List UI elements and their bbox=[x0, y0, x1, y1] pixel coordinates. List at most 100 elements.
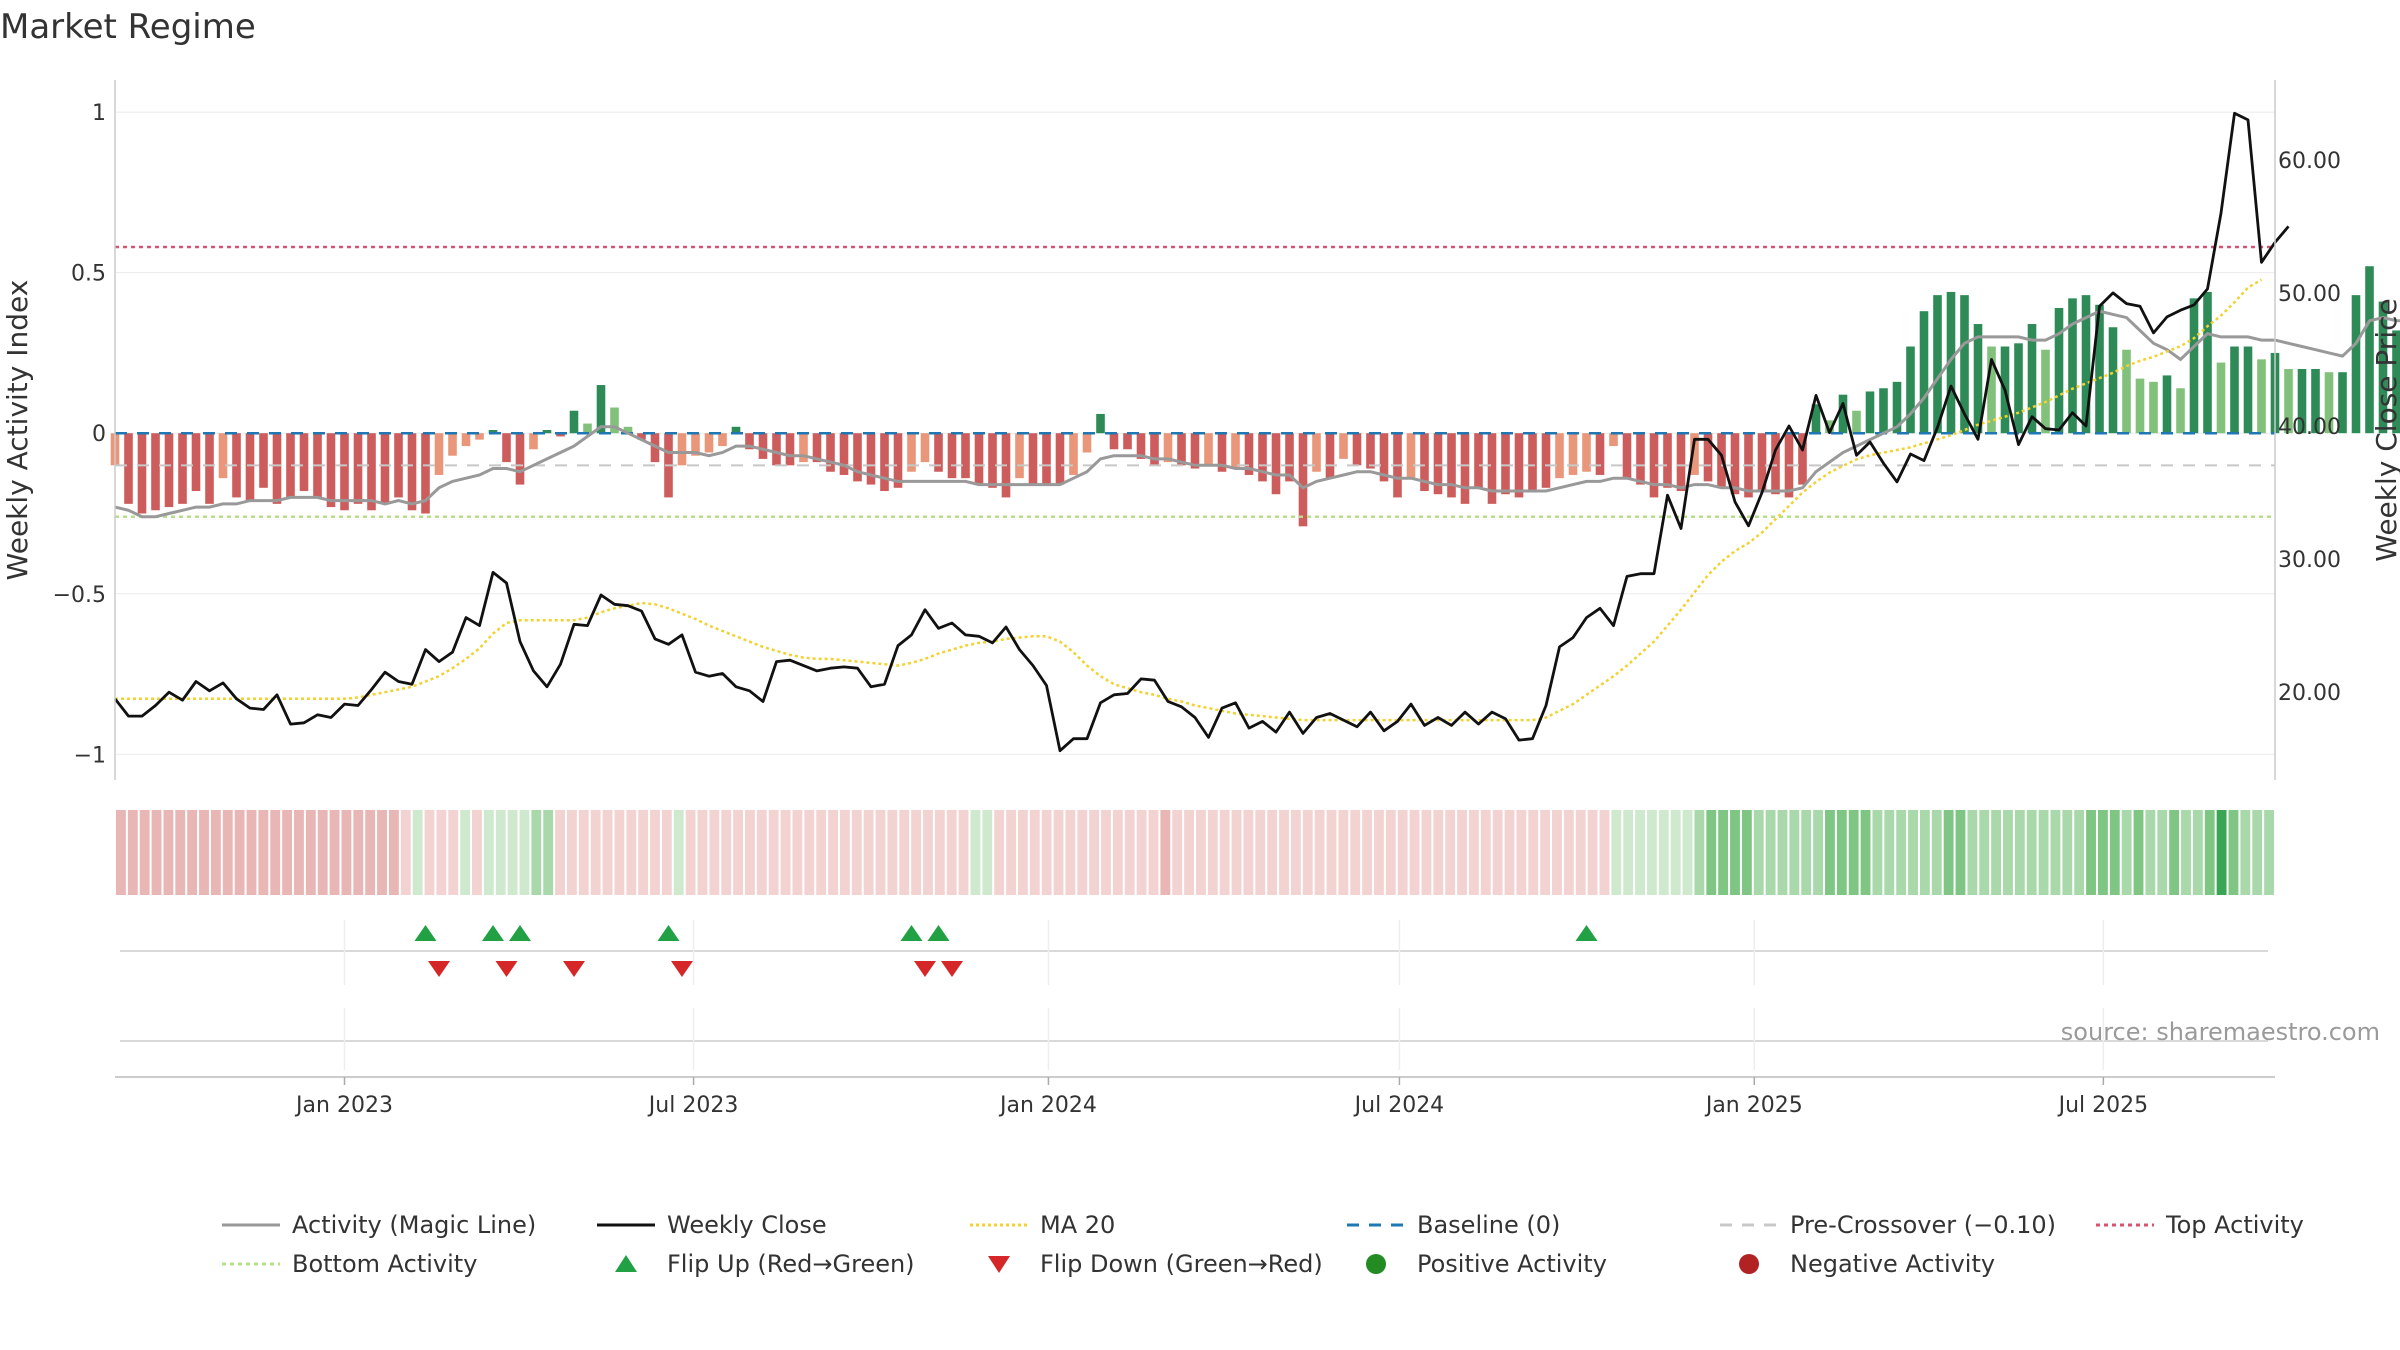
activity-bar bbox=[178, 433, 187, 504]
legend-item-precross: Pre-Crossover (−0.10) bbox=[1720, 1211, 2056, 1239]
regime-strip-cell bbox=[1326, 810, 1337, 895]
activity-bar bbox=[1460, 433, 1470, 504]
regime-strip-cell bbox=[733, 810, 744, 895]
regime-strip-cell bbox=[163, 810, 174, 895]
activity-bar bbox=[1717, 433, 1726, 488]
regime-strip-cell bbox=[2157, 810, 2168, 895]
activity-bar bbox=[1690, 433, 1699, 475]
activity-bar bbox=[596, 385, 606, 434]
regime-strip-cell bbox=[851, 810, 862, 895]
regime-strip-cell bbox=[1350, 810, 1361, 895]
legend-item-close: Weekly Close bbox=[597, 1211, 827, 1239]
regime-strip-cell bbox=[875, 810, 886, 895]
activity-bar bbox=[434, 433, 444, 475]
regime-strip-cell bbox=[1101, 810, 1111, 895]
activity-bar bbox=[961, 433, 970, 479]
regime-strip-cell bbox=[495, 810, 506, 895]
regime-strip-cell bbox=[1825, 810, 1835, 895]
activity-bar bbox=[1582, 433, 1591, 472]
regime-strip-cell bbox=[317, 810, 328, 895]
legend-label: Positive Activity bbox=[1417, 1250, 1607, 1278]
regime-strip-cell bbox=[1136, 810, 1147, 895]
legend-label: Top Activity bbox=[2165, 1211, 2304, 1239]
regime-strip-cell bbox=[1836, 810, 1847, 895]
legend-label: Pre-Crossover (−0.10) bbox=[1790, 1211, 2056, 1239]
legend-swatch bbox=[615, 1255, 637, 1272]
activity-bar bbox=[758, 433, 768, 459]
activity-bar bbox=[839, 433, 849, 475]
regime-strip-cell bbox=[1196, 810, 1206, 895]
activity-bar bbox=[475, 433, 484, 440]
activity-bar bbox=[1406, 433, 1416, 479]
regime-strip-cell bbox=[1041, 810, 1052, 895]
regime-strip-cell bbox=[2181, 810, 2191, 895]
regime-strip-cell bbox=[1480, 810, 1491, 895]
regime-strip-cell bbox=[1599, 810, 1610, 895]
activity-bar bbox=[1987, 346, 1996, 434]
regime-strip-cell bbox=[353, 810, 364, 895]
chart-title: Market Regime bbox=[0, 7, 256, 47]
regime-strip-cell bbox=[1255, 810, 1266, 895]
legend-label: Bottom Activity bbox=[292, 1250, 477, 1278]
x-tick-label: Jan 2025 bbox=[1704, 1093, 1803, 1118]
axes bbox=[114, 80, 2276, 780]
activity-bar bbox=[637, 433, 646, 440]
activity-bar bbox=[731, 426, 741, 434]
activity-bar bbox=[1339, 433, 1348, 459]
regime-strip-cell bbox=[1658, 810, 1669, 895]
activity-bar bbox=[326, 433, 336, 508]
regime-strip-cell bbox=[1374, 810, 1384, 895]
regime-strip-cell bbox=[1219, 810, 1230, 895]
activity-bar bbox=[1609, 433, 1618, 447]
activity-bar bbox=[218, 433, 228, 479]
regime-strip-cell bbox=[1623, 810, 1634, 895]
activity-bar bbox=[1568, 433, 1578, 475]
left-tick-label: −1 bbox=[74, 743, 106, 768]
regime-strip-cell bbox=[1635, 810, 1645, 895]
activity-bar bbox=[1420, 433, 1429, 492]
regime-strip-cell bbox=[1575, 810, 1586, 895]
activity-bar bbox=[1757, 433, 1767, 492]
activity-bar bbox=[1595, 433, 1605, 475]
activity-bar bbox=[1244, 433, 1254, 475]
regime-strip-cell bbox=[436, 810, 447, 895]
regime-strip-cell bbox=[709, 810, 720, 895]
activity-bar bbox=[1069, 433, 1078, 475]
regime-strip-cell bbox=[412, 810, 423, 895]
activity-bar bbox=[785, 433, 795, 466]
flip-down-marker bbox=[428, 961, 450, 977]
regime-strip-cell bbox=[661, 810, 672, 895]
x-tick-label: Jan 2024 bbox=[998, 1093, 1097, 1118]
regime-strip-cell bbox=[2074, 810, 2085, 895]
left-axis-ticks: 1 0.5 0 −0.5 −1 bbox=[53, 101, 106, 768]
regime-strip-cell bbox=[1385, 810, 1396, 895]
activity-bar bbox=[772, 433, 781, 466]
regime-strip-cell bbox=[1338, 810, 1349, 895]
regime-strip-cell bbox=[1089, 810, 1100, 895]
activity-bar bbox=[205, 433, 214, 504]
activity-bar bbox=[920, 433, 930, 463]
activity-bar bbox=[1636, 433, 1645, 485]
right-axis-ticks: 60.00 50.00 40.00 30.00 20.00 bbox=[2278, 149, 2341, 706]
regime-strip-cell bbox=[1741, 810, 1752, 895]
activity-bar bbox=[1892, 381, 1902, 434]
regime-strip-cell bbox=[270, 810, 281, 895]
activity-bar bbox=[191, 433, 201, 492]
regime-strip-cell bbox=[1753, 810, 1764, 895]
regime-strip-cell bbox=[1563, 810, 1574, 895]
regime-strip-cell bbox=[958, 810, 969, 895]
activity-bar bbox=[2392, 330, 2400, 434]
regime-strip-cell bbox=[590, 810, 601, 895]
activity-bar bbox=[1514, 433, 1524, 498]
flip-down-marker bbox=[563, 961, 585, 977]
activity-bar bbox=[2351, 295, 2361, 434]
activity-bar bbox=[2189, 298, 2199, 434]
regime-strip-cell bbox=[294, 810, 304, 895]
activity-bar bbox=[1960, 295, 1969, 434]
regime-strip-cell bbox=[1718, 810, 1729, 895]
regime-strip-cell bbox=[1801, 810, 1812, 895]
activity-bar bbox=[367, 433, 376, 511]
activity-bar bbox=[2230, 346, 2239, 434]
regime-strip-cell bbox=[721, 810, 732, 895]
regime-strip-cell bbox=[2169, 810, 2180, 895]
